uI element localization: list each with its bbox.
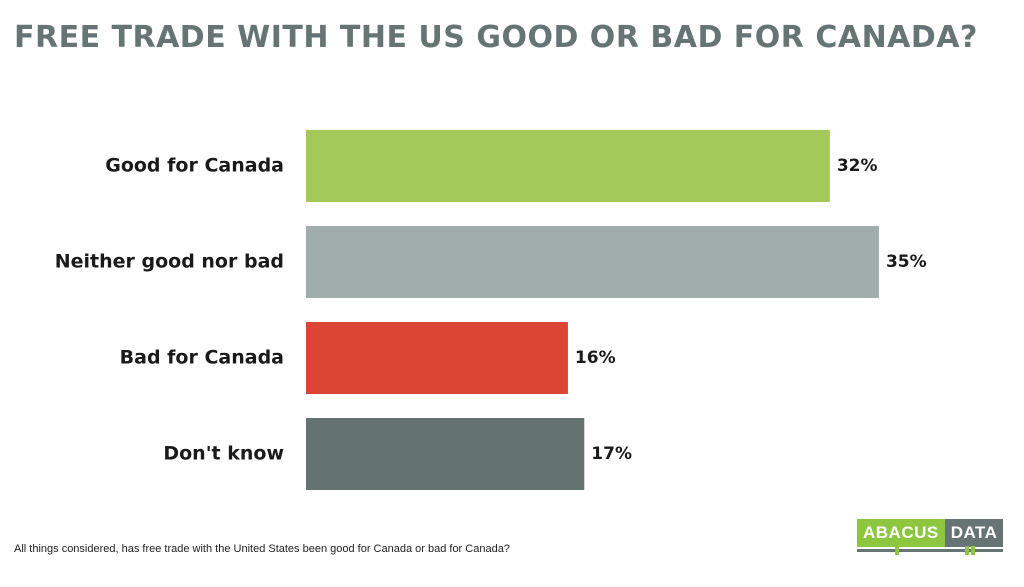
survey-question-footnote: All things considered, has free trade wi… (14, 543, 510, 555)
category-label: Good for Canada (105, 155, 284, 177)
value-label: 17% (591, 444, 632, 464)
logo-tick-mark (895, 546, 899, 555)
bar-don-t-know (306, 418, 585, 490)
logo-text-data: DATA (944, 519, 1004, 547)
value-label: 32% (837, 156, 878, 176)
category-label: Neither good nor bad (55, 251, 284, 273)
value-label: 35% (886, 252, 927, 272)
chart-title: FREE TRADE WITH THE US GOOD OR BAD FOR C… (14, 20, 978, 55)
logo-tick-mark (971, 546, 975, 555)
category-label: Bad for Canada (120, 347, 284, 369)
logo-underline (857, 549, 1003, 552)
abacus-data-logo: ABACUS DATA (857, 519, 1004, 547)
bar-bad-for-canada (306, 322, 568, 394)
value-label: 16% (575, 348, 616, 368)
category-label: Don't know (163, 443, 284, 465)
logo-tick-mark (965, 546, 969, 555)
logo-text-abacus: ABACUS (857, 519, 945, 547)
bar-neither-good-nor-bad (306, 226, 879, 298)
bar-good-for-canada (306, 130, 830, 202)
